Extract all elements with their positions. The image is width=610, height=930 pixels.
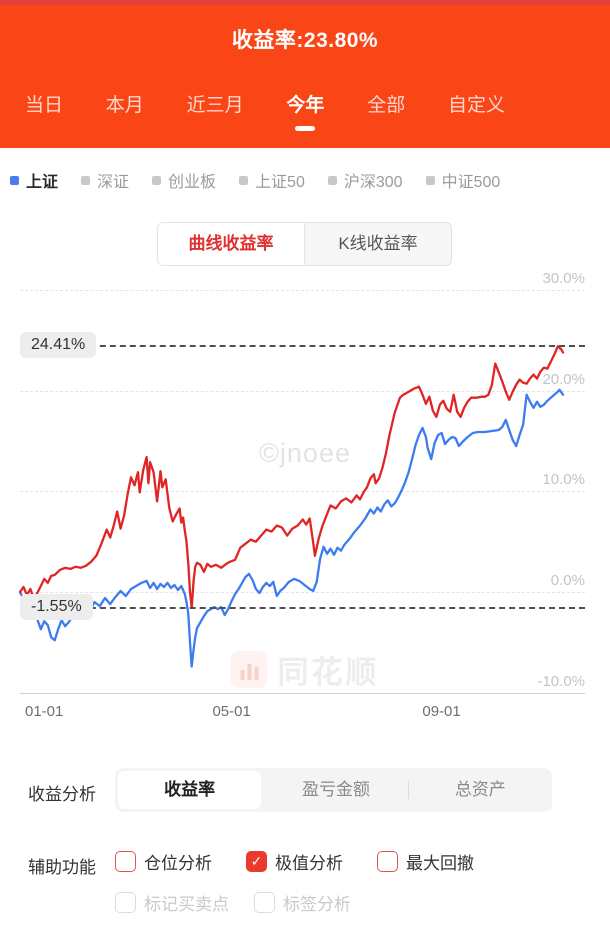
y-axis-tick: 10.0% bbox=[542, 471, 585, 489]
legend-label: 上证50 bbox=[255, 174, 305, 191]
legend-label: 创业板 bbox=[168, 174, 217, 191]
brand-watermark-label: 同花顺 bbox=[277, 655, 380, 690]
legend-swatch-icon bbox=[81, 175, 91, 185]
series-line-上证 bbox=[18, 388, 565, 668]
max-value-line bbox=[20, 345, 585, 348]
aux-section-label: 辅助功能 bbox=[28, 858, 96, 877]
chart-series-canvas bbox=[18, 345, 565, 668]
legend-label: 沪深300 bbox=[343, 174, 403, 191]
aux-options-row-1: 仓位分析 ✓ 极值分析 最大回撤 bbox=[115, 849, 474, 874]
y-axis-tick: 30.0% bbox=[542, 270, 585, 288]
series-line-收益率 bbox=[18, 345, 565, 609]
legend-swatch-icon bbox=[152, 175, 162, 185]
unchecked-checkbox-icon[interactable] bbox=[115, 851, 136, 872]
checkbox-option-仓位分析[interactable]: 仓位分析 bbox=[115, 849, 212, 874]
checked-checkbox-icon[interactable]: ✓ bbox=[246, 851, 267, 872]
period-tab-1[interactable]: 当日 bbox=[25, 95, 64, 116]
legend-item-3[interactable]: 创业板 bbox=[152, 168, 216, 192]
legend-swatch-icon bbox=[425, 175, 435, 185]
aux-options-row-2: 标记买卖点 标签分析 bbox=[115, 890, 351, 915]
chart-type-toggle: 曲线收益率 K线收益率 bbox=[157, 222, 452, 266]
min-value-line bbox=[20, 606, 585, 609]
y-axis-tick: 0.0% bbox=[550, 572, 585, 589]
legend-item-5[interactable]: 沪深300 bbox=[327, 168, 403, 192]
y-axis-tick: -10.0% bbox=[537, 672, 585, 690]
checkbox-option-最大回撤[interactable]: 最大回撤 bbox=[377, 849, 474, 874]
analysis-tab-bar: 收益率 盈亏金额 总资产 bbox=[115, 768, 552, 812]
checkbox-option-标签分析[interactable]: 标签分析 bbox=[254, 890, 351, 915]
period-tab-3[interactable]: 近三月 bbox=[186, 95, 244, 116]
brand-watermark: 同花顺 bbox=[230, 647, 380, 692]
chart-type-option-1[interactable]: 曲线收益率 bbox=[158, 223, 305, 265]
status-bar-strip bbox=[0, 0, 610, 5]
brand-logo-icon bbox=[230, 651, 268, 688]
index-legend: 上证 深证 创业板 上证50 沪深300 中证500 bbox=[10, 168, 500, 192]
checkbox-option-标记买卖点[interactable]: 标记买卖点 bbox=[115, 890, 229, 915]
legend-label: 中证500 bbox=[441, 174, 501, 191]
analysis-tab-1[interactable]: 收益率 bbox=[118, 771, 262, 809]
unchecked-checkbox-icon[interactable] bbox=[254, 892, 275, 913]
chart-type-option-2[interactable]: K线收益率 bbox=[338, 234, 418, 253]
segment-divider bbox=[407, 781, 409, 799]
returns-chart: ©jnoee 同花顺 30.0% 20.0% 10.0% 0.0% -10.0% 01-0… bbox=[0, 270, 610, 725]
legend-label: 深证 bbox=[97, 174, 130, 191]
period-tab-4[interactable]: 今年 bbox=[286, 90, 324, 131]
checkbox-label: 标记买卖点 bbox=[144, 895, 229, 914]
checkbox-option-极值分析[interactable]: ✓ 极值分析 bbox=[246, 849, 343, 874]
x-axis-tick: 01-01 bbox=[25, 703, 64, 720]
legend-item-1[interactable]: 上证 bbox=[10, 168, 58, 192]
legend-swatch-icon bbox=[10, 175, 19, 185]
period-tab-5[interactable]: 全部 bbox=[367, 95, 406, 116]
analysis-tab-2[interactable]: 盈亏金额 bbox=[301, 780, 370, 799]
checkbox-label: 标签分析 bbox=[283, 895, 351, 914]
checkbox-label: 仓位分析 bbox=[144, 854, 212, 873]
unchecked-checkbox-icon[interactable] bbox=[377, 851, 398, 872]
checkbox-label: 极值分析 bbox=[275, 854, 343, 873]
legend-item-6[interactable]: 中证500 bbox=[425, 168, 501, 192]
gridline bbox=[20, 592, 585, 593]
legend-item-4[interactable]: 上证50 bbox=[239, 168, 305, 192]
y-axis-tick: 20.0% bbox=[542, 370, 585, 388]
gridline bbox=[20, 491, 585, 493]
page-title: 收益率:23.80% bbox=[231, 29, 379, 52]
legend-item-2[interactable]: 深证 bbox=[81, 168, 129, 192]
legend-swatch-icon bbox=[327, 175, 337, 185]
legend-label: 上证 bbox=[26, 174, 59, 191]
gridline bbox=[20, 390, 585, 392]
unchecked-checkbox-icon[interactable] bbox=[115, 892, 136, 913]
analysis-tab-3[interactable]: 总资产 bbox=[454, 780, 506, 799]
period-tab-6[interactable]: 自定义 bbox=[447, 95, 505, 116]
period-tab-2[interactable]: 本月 bbox=[105, 95, 144, 116]
min-value-badge: -1.55% bbox=[20, 593, 93, 620]
legend-swatch-icon bbox=[239, 175, 249, 185]
active-tab-indicator bbox=[295, 126, 316, 131]
gridline bbox=[20, 692, 585, 694]
checkbox-label: 最大回撤 bbox=[406, 854, 474, 873]
app-header: 收益率:23.80% 当日 本月 近三月 今年 全部 自定义 bbox=[0, 0, 610, 148]
x-axis-tick: 09-01 bbox=[422, 703, 461, 720]
period-tab-bar: 当日 本月 近三月 今年 全部 自定义 bbox=[25, 90, 505, 131]
watermark-text: ©jnoee bbox=[259, 438, 351, 468]
x-axis-tick: 05-01 bbox=[212, 703, 251, 720]
analysis-section-label: 收益分析 bbox=[28, 785, 96, 804]
max-value-badge: 24.41% bbox=[20, 332, 97, 359]
gridline bbox=[20, 290, 585, 292]
